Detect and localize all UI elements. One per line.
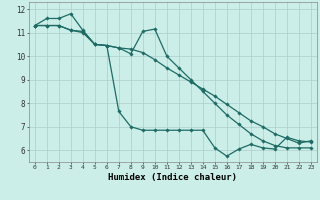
X-axis label: Humidex (Indice chaleur): Humidex (Indice chaleur) <box>108 173 237 182</box>
